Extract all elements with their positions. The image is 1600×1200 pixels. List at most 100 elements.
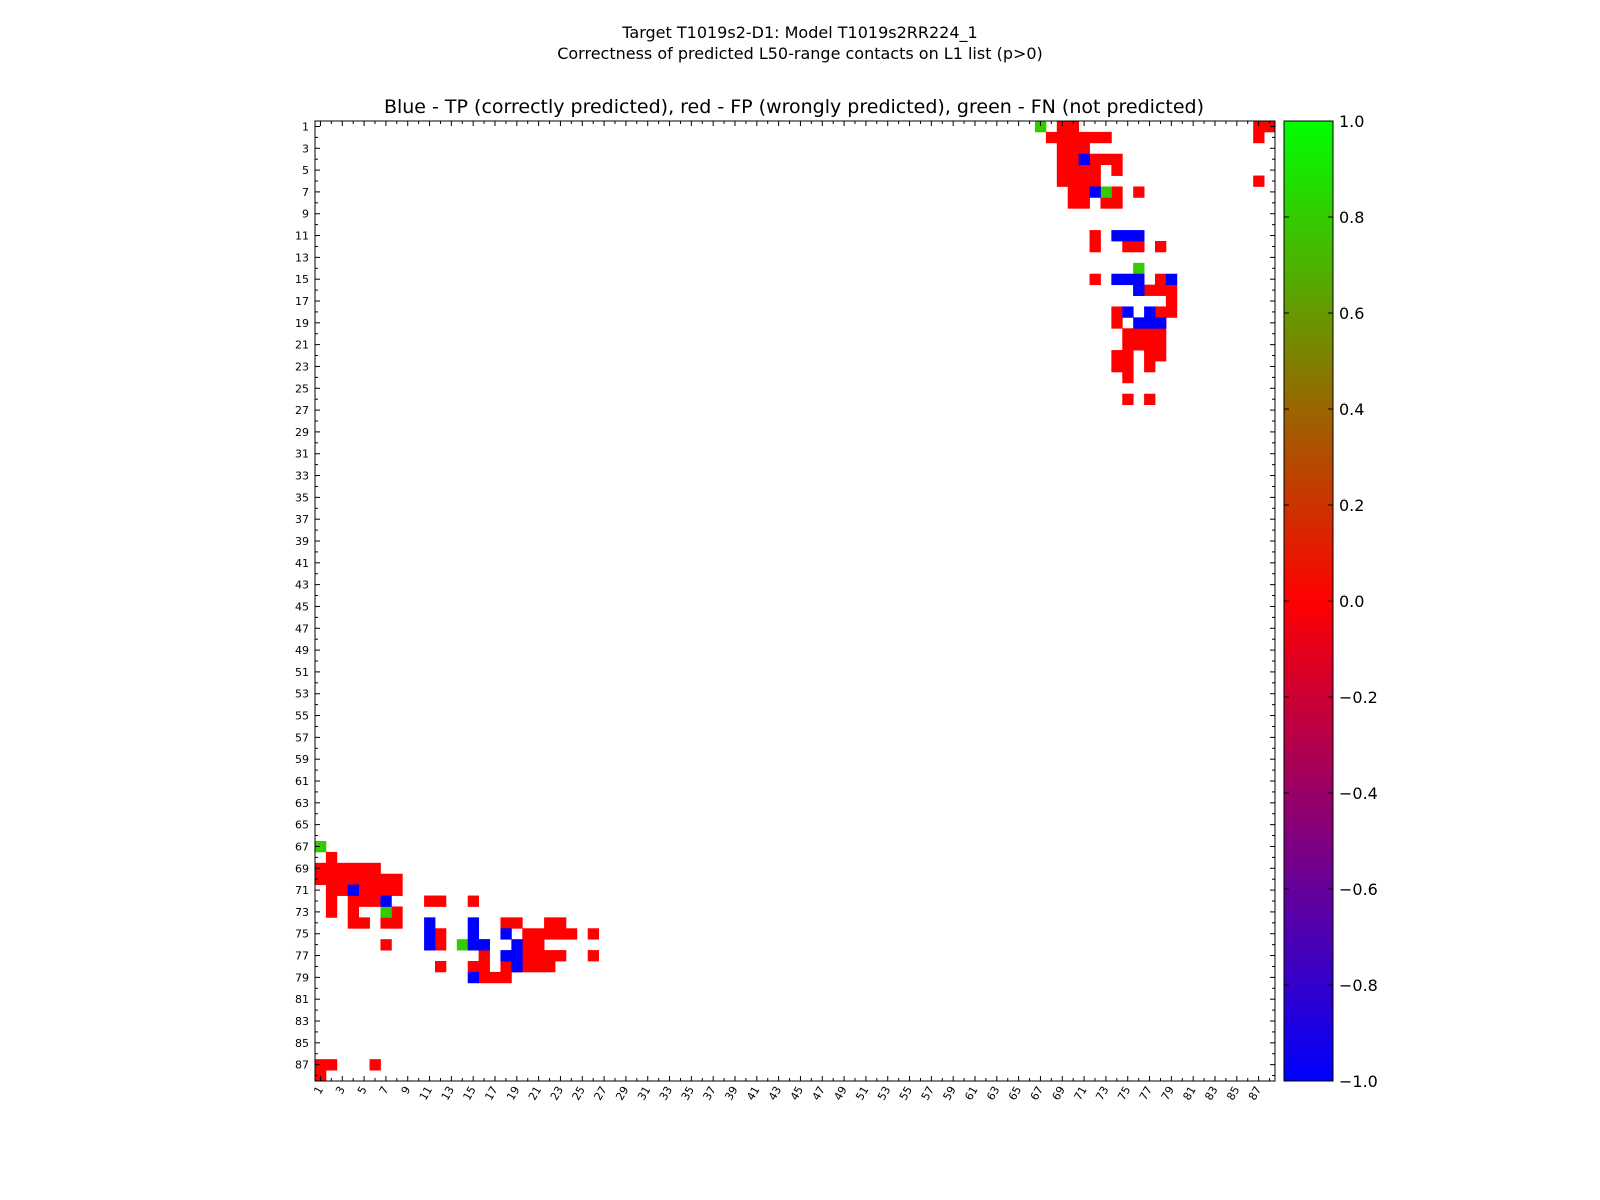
x-tick-label: 81 [1181,1084,1199,1103]
tp-contact-cell [1133,284,1145,296]
fp-contact-cell [1122,241,1134,253]
x-tick-label: 67 [1028,1084,1046,1103]
fp-contact-cell [1144,328,1156,340]
colorbar-tick-label: 0.2 [1339,496,1364,515]
x-tick-label: 7 [377,1084,392,1097]
fp-contact-cell [380,939,392,951]
fp-contact-cell [1078,142,1090,155]
fp-contact-cell [315,1059,327,1071]
tp-contact-cell [1089,186,1101,198]
fp-contact-cell [467,895,480,907]
y-tick-label: 67 [295,840,309,853]
fp-contact-cell [1155,241,1167,253]
fp-contact-cell [522,961,534,973]
tp-contact-cell [347,884,360,896]
fn-contact-cell [1035,121,1047,133]
fp-contact-cell [1155,273,1167,286]
fp-contact-cell [1089,153,1101,166]
fp-contact-cell [1133,241,1145,253]
y-tick-label: 71 [295,884,309,897]
y-tick-label: 43 [295,579,309,592]
fp-contact-cell [369,884,381,896]
fp-contact-cell [533,928,545,940]
fp-contact-cell [315,1070,327,1082]
fp-contact-cell [325,884,338,896]
x-tick-label: 27 [591,1084,609,1103]
y-tick-label: 15 [295,273,309,286]
y-tick-label: 21 [295,339,309,352]
fp-contact-cell [1111,153,1123,166]
fn-contact-cell [1133,262,1145,275]
y-tick-label: 31 [295,448,309,461]
fp-contact-cell [1067,131,1080,144]
fp-contact-cell [1067,153,1080,166]
x-tick-label: 17 [482,1084,500,1103]
fp-contact-cell [435,928,447,940]
fp-contact-cell [1155,284,1167,296]
y-tick-label: 41 [295,557,309,570]
fp-contact-cell [555,950,567,962]
fp-contact-cell [1067,186,1080,198]
x-tick-label: 75 [1115,1084,1133,1103]
x-tick-label: 65 [1006,1084,1024,1103]
y-tick-label: 35 [295,491,309,504]
tp-contact-cell [1133,230,1145,242]
tp-contact-cell [1165,273,1178,286]
y-tick-label: 61 [295,775,309,788]
colorbar-tick-label: 0.6 [1339,304,1364,323]
fp-contact-cell [1067,175,1080,187]
fp-contact-cell [347,917,360,929]
tp-contact-cell [1133,273,1145,286]
fp-contact-cell [544,917,556,929]
fp-contact-cell [478,971,490,984]
x-tick-label: 19 [504,1084,522,1103]
y-tick-label: 81 [295,993,309,1006]
fp-contact-cell [1100,131,1112,144]
fp-contact-cell [1133,328,1145,340]
tp-contact-cell [1133,317,1145,329]
tp-contact-cell [1111,230,1123,242]
fp-contact-cell [522,950,534,962]
fp-contact-cell [1056,175,1069,187]
fp-contact-cell [347,873,360,886]
x-tick-label: 83 [1202,1084,1220,1103]
fp-contact-cell [358,884,370,896]
fp-contact-cell [1165,306,1178,318]
fp-contact-cell [347,862,360,875]
fp-contact-cell [533,961,545,973]
x-tick-label: 15 [461,1084,479,1103]
fn-contact-cell [456,939,469,951]
fp-contact-cell [555,928,567,940]
fp-contact-cell [1122,361,1134,373]
tp-contact-cell [511,950,523,962]
y-tick-label: 3 [302,142,309,155]
fp-contact-cell [1078,131,1090,144]
colorbar-tick-label: 1.0 [1339,112,1364,131]
tp-contact-cell [424,939,436,951]
fp-contact-cell [1165,295,1178,307]
colorbar [1283,120,1334,1082]
fp-contact-cell [1056,164,1069,176]
fp-contact-cell [435,939,447,951]
fn-contact-cell [315,841,327,853]
fp-contact-cell [500,961,512,973]
fp-contact-cell [1067,197,1080,209]
colorbar-ticks: 1.0 0.8 0.6 0.4 0.2 0.0 −0.2 −0.4 −0.6 −0.8 −1.0 [1284,112,1378,1091]
tp-contact-cell [478,939,490,951]
x-tick-label: 51 [853,1084,871,1103]
fp-contact-cell [522,928,534,940]
fp-contact-cell [1111,306,1123,318]
y-tick-label: 49 [295,644,309,657]
x-tick-label: 55 [897,1084,915,1103]
fp-contact-cell [347,906,360,918]
fp-contact-cell [1122,339,1134,351]
fp-contact-cell [1122,328,1134,340]
tp-contact-cell [511,961,523,973]
fp-contact-cell [347,895,360,907]
y-tick-label: 17 [295,295,309,308]
fp-contact-cell [1067,121,1080,133]
y-tick-label: 75 [295,928,309,941]
fp-contact-cell [1089,164,1101,176]
fp-contact-cell [391,873,403,886]
